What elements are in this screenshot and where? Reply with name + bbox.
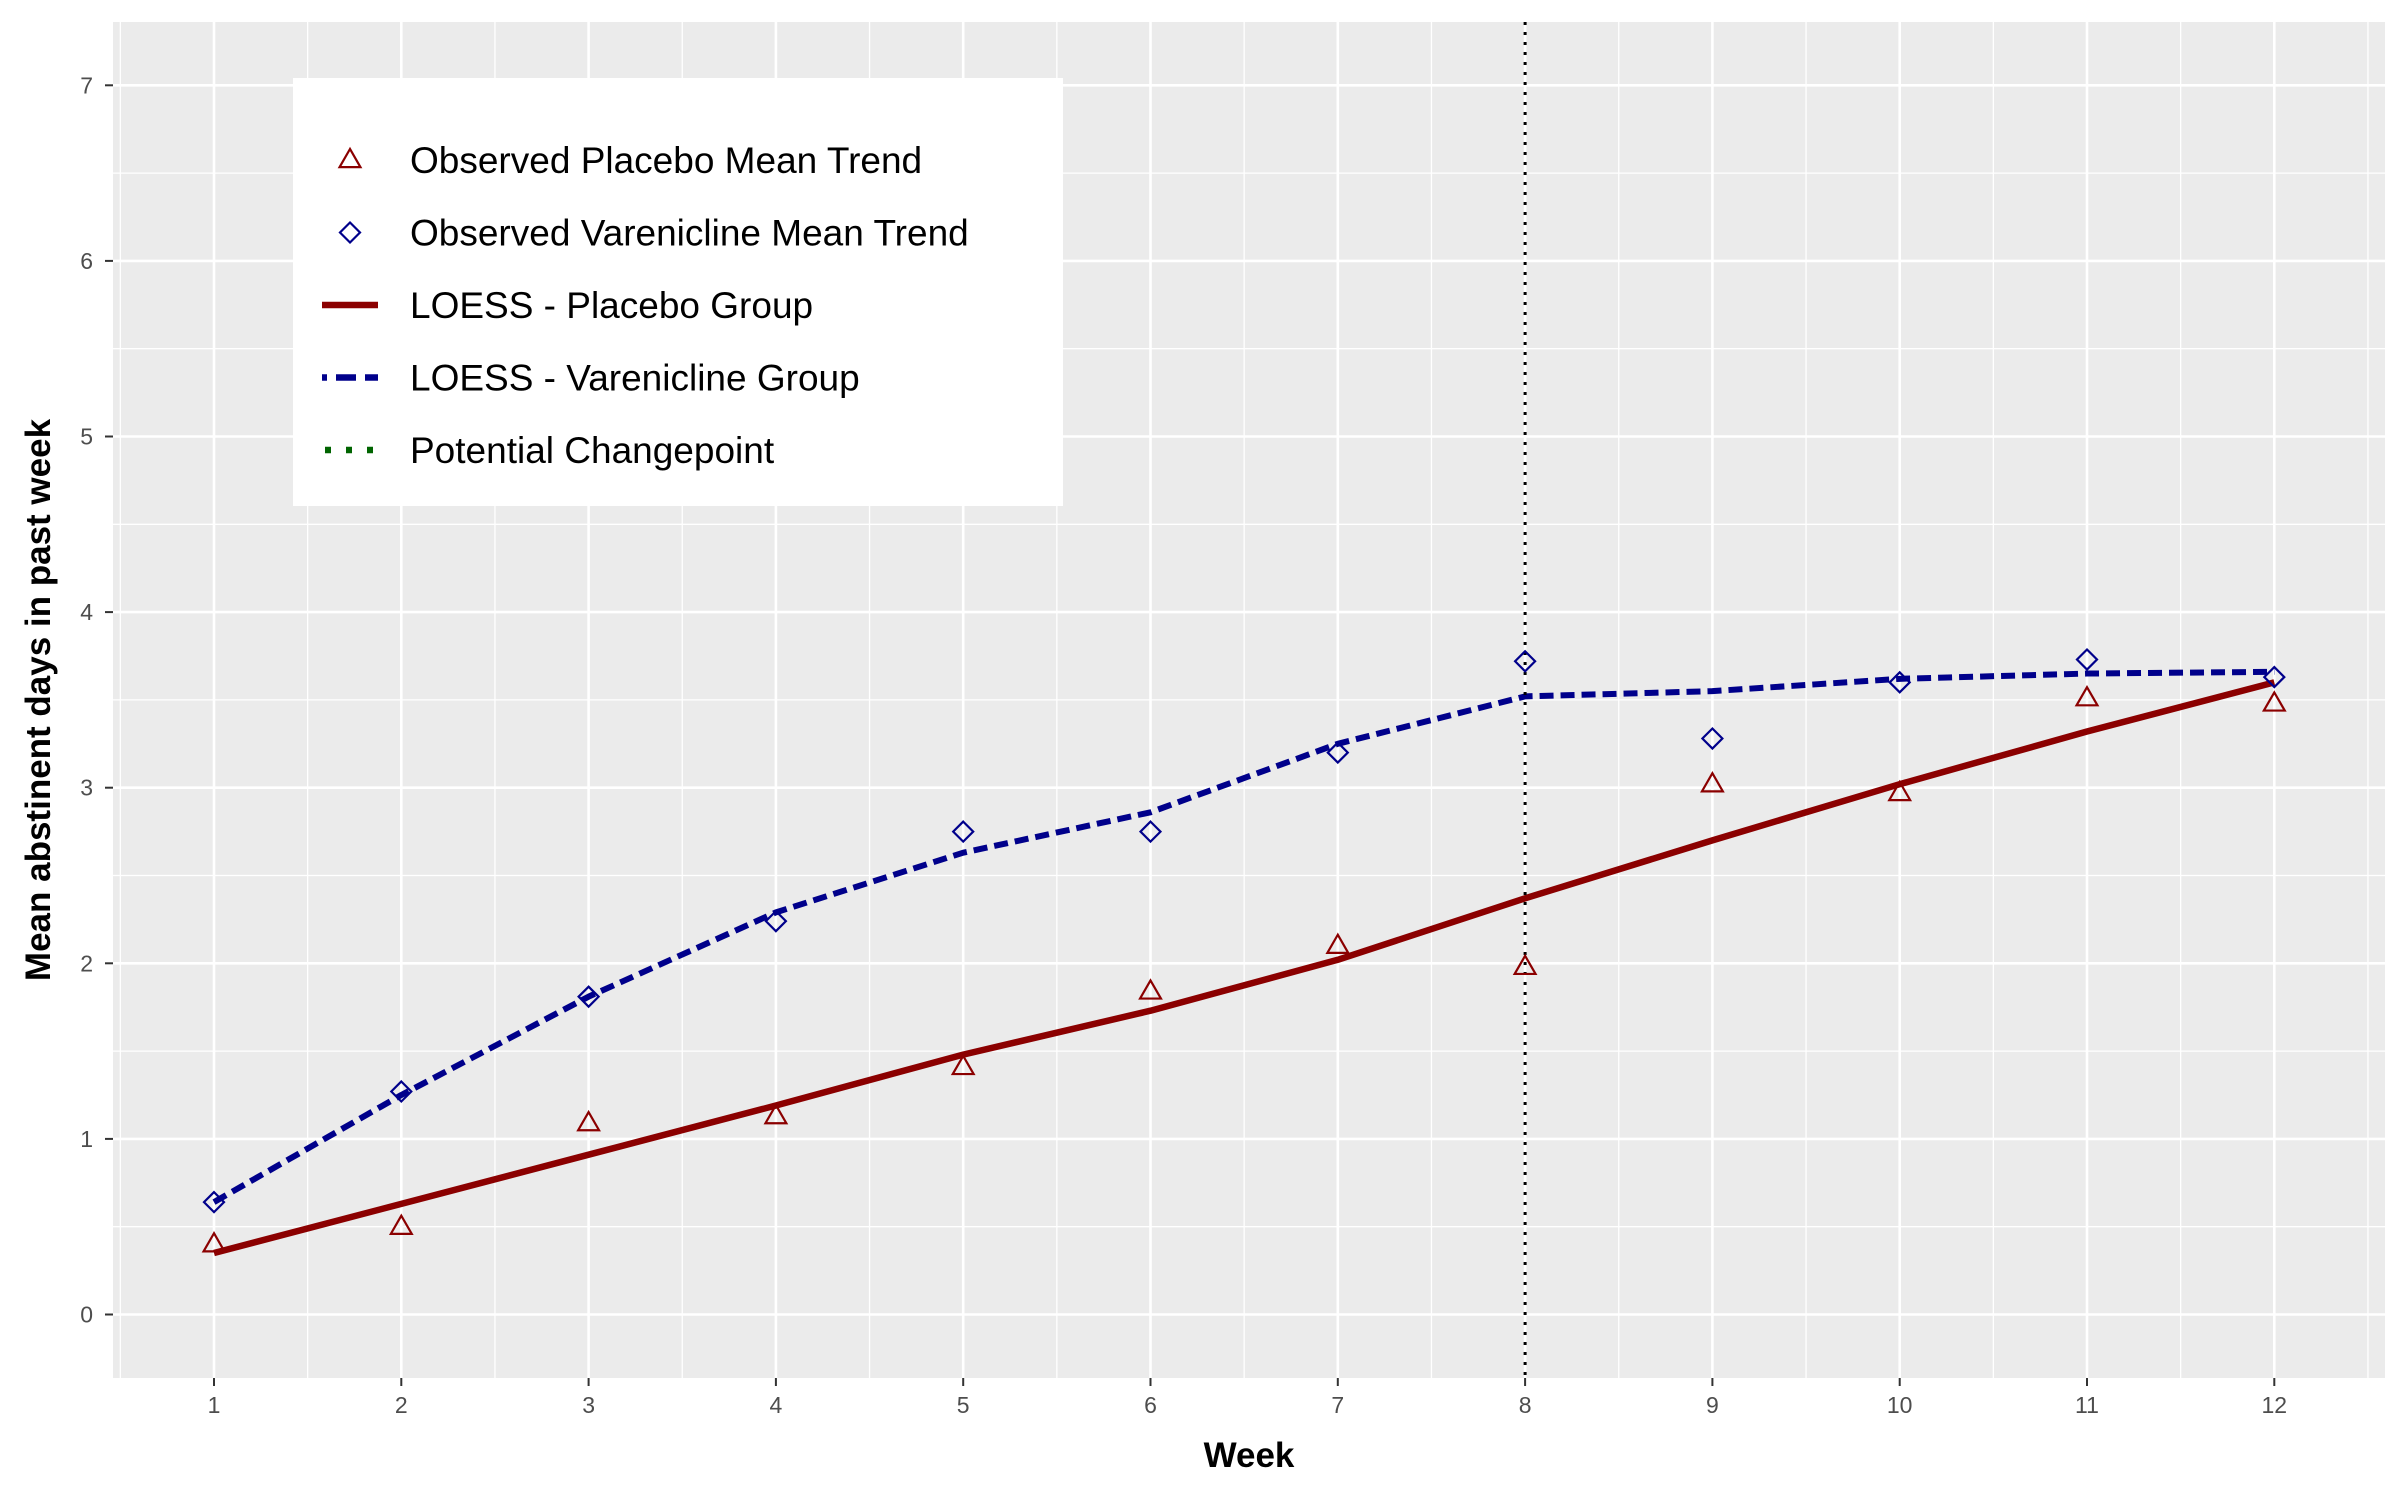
x-tick-label: 8 [1519,1392,1532,1418]
legend-label: Observed Placebo Mean Trend [410,140,922,181]
y-tick-label: 1 [80,1126,93,1152]
placebo-point [576,1109,601,1132]
varenicline-point [1700,726,1724,751]
y-tick-label: 3 [80,775,93,801]
y-tick-label: 0 [80,1302,93,1328]
x-tick-label: 10 [1887,1392,1913,1418]
placebo-point [201,1231,227,1253]
legend-key-diamond [338,220,362,245]
placebo-point [1700,770,1725,793]
y-axis-title: Mean abstinent days in past week [19,418,58,981]
y-tick-label: 7 [80,72,93,98]
varenicline-point [1888,670,1912,694]
varenicline-point [2075,647,2099,672]
legend-label: LOESS - Placebo Group [410,285,813,326]
y-tick-label: 2 [80,950,93,976]
placebo-point [2074,684,2100,707]
x-axis-title: Week [1204,1436,1295,1475]
series-line-varenicline-loess [212,668,2275,1205]
varenicline-point [1513,649,1537,673]
legend-key-triangle [337,146,363,169]
legend-label: Potential Changepoint [410,430,775,471]
x-tick-label: 6 [1144,1392,1157,1418]
legend: Observed Placebo Mean Trend Observed Vare… [293,78,1063,506]
legend-box [293,78,1063,506]
placebo-point [950,1053,976,1076]
y-tick-label: 4 [80,599,93,625]
series [201,22,2287,1378]
x-tick-label: 5 [957,1392,970,1418]
y-tick-label: 6 [80,248,93,274]
x-tick-label: 4 [770,1392,783,1418]
x-tick-label: 9 [1706,1392,1719,1418]
placebo-point [763,1102,789,1125]
placebo-point [1887,779,1913,802]
varenicline-point [1138,820,1163,844]
varenicline-point [389,1079,413,1104]
placebo-point [388,1213,414,1235]
varenicline-point [764,909,788,933]
varenicline-point [202,1190,226,1214]
placebo-point [2261,690,2287,712]
x-tick-label: 3 [582,1392,595,1418]
x-tick-label: 2 [395,1392,408,1418]
x-tick-label: 1 [208,1392,221,1418]
varenicline-point [2262,665,2286,689]
varenicline-point [951,820,975,844]
x-tick-label: 11 [2075,1392,2099,1418]
legend-label: LOESS - Varenicline Group [410,358,860,399]
x-tick-label: 12 [2262,1392,2288,1418]
x-tick-label: 7 [1331,1392,1344,1418]
placebo-point [1325,932,1351,954]
legend-label: Observed Varenicline Mean Trend [410,213,969,254]
varenicline-point [577,985,601,1009]
placebo-point [1512,953,1538,976]
varenicline-point [1326,741,1350,765]
placebo-point [1138,978,1163,1000]
y-tick-label: 5 [80,424,93,450]
series-line-placebo-loess [213,679,2276,1257]
